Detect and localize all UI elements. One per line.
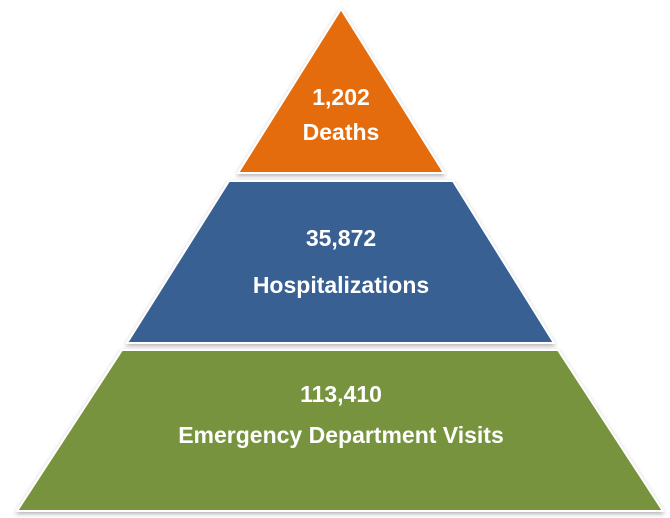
level-value: 113,410 xyxy=(300,381,382,407)
level-value: 35,872 xyxy=(306,225,376,251)
level-value: 1,202 xyxy=(312,84,370,110)
level-label: Emergency Department Visits xyxy=(178,422,504,448)
pyramid-middle xyxy=(125,180,556,344)
level-label: Hospitalizations xyxy=(253,272,429,298)
pyramid-bottom xyxy=(15,349,665,512)
pyramid-top xyxy=(236,7,446,174)
level-label: Deaths xyxy=(303,119,380,145)
